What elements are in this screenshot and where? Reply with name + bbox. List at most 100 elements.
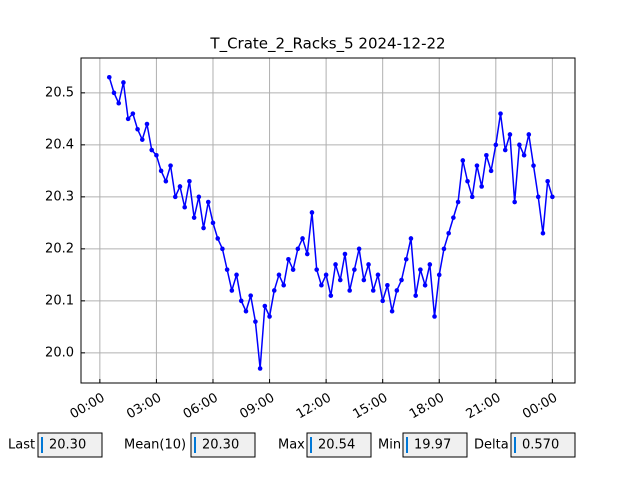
data-point (276, 272, 282, 278)
x-tick-label: 00:00 (520, 391, 560, 423)
stat-value: 20.54 (318, 438, 355, 453)
data-point (451, 215, 456, 220)
data-point (172, 194, 178, 200)
data-point (191, 215, 197, 220)
data-point (394, 288, 400, 293)
data-point (149, 147, 155, 153)
data-point (517, 142, 522, 148)
x-tick-label: 15:00 (350, 391, 390, 423)
data-point (168, 163, 173, 168)
data-point (323, 272, 329, 278)
x-tick-label: 09:00 (237, 391, 277, 423)
data-point (139, 137, 145, 142)
data-point (130, 111, 136, 116)
data-point (422, 282, 428, 288)
data-point (286, 256, 291, 262)
data-point (243, 308, 249, 314)
data-line (108, 77, 554, 369)
data-point (361, 277, 367, 283)
stat-value: 19.97 (414, 438, 451, 453)
data-point (399, 277, 404, 283)
data-point (304, 251, 310, 257)
data-point (540, 230, 546, 236)
data-point (356, 246, 362, 252)
stat-value: 20.30 (202, 438, 239, 453)
y-tick-label: 20.4 (45, 137, 74, 152)
data-point (154, 152, 159, 158)
stat-label: Last (8, 438, 35, 453)
data-point (271, 288, 277, 293)
data-point (342, 251, 348, 257)
data-point (436, 272, 442, 278)
data-point (347, 288, 352, 293)
data-point (267, 314, 272, 319)
data-point (502, 147, 508, 153)
data-point (352, 267, 357, 272)
data-point (507, 132, 513, 137)
data-point (229, 288, 235, 293)
stat-box (402, 432, 468, 458)
stat-label: Delta (474, 438, 509, 453)
stat-box (37, 432, 103, 458)
x-tick-label: 06:00 (181, 391, 221, 423)
data-point (403, 256, 409, 262)
data-point (210, 220, 216, 226)
data-point (309, 210, 315, 215)
data-point (333, 262, 338, 267)
data-point (455, 199, 461, 205)
data-point (375, 272, 381, 278)
data-point (408, 236, 414, 241)
data-point (163, 178, 169, 184)
data-point (281, 282, 286, 288)
data-point (111, 90, 117, 96)
data-point (531, 163, 536, 168)
data-point (493, 142, 499, 148)
data-point (300, 236, 305, 241)
stat-label: Max (278, 438, 305, 453)
data-point (187, 178, 192, 184)
data-point (205, 199, 211, 205)
data-point (545, 178, 550, 184)
data-point (474, 163, 480, 168)
data-point (479, 184, 484, 189)
stat-value: 0.570 (522, 438, 559, 453)
stat-label: Min (378, 438, 401, 453)
data-point (182, 204, 188, 210)
data-point (460, 158, 466, 163)
chart-title: T_Crate_2_Racks_5 2024-12-22 (209, 35, 445, 54)
data-point (262, 303, 268, 309)
x-tick-label: 00:00 (68, 391, 108, 423)
data-point (328, 293, 334, 298)
data-point (295, 246, 301, 252)
data-point (498, 111, 503, 116)
data-point (220, 246, 225, 252)
data-point (106, 74, 112, 80)
data-point (158, 168, 164, 174)
data-point (370, 288, 376, 293)
data-point (535, 194, 541, 200)
data-point (224, 267, 230, 272)
data-point (484, 152, 489, 158)
y-tick-label: 20.1 (45, 293, 74, 308)
data-point (253, 319, 258, 324)
data-point (248, 293, 253, 298)
y-tick-label: 20.3 (45, 189, 74, 204)
x-tick-label: 12:00 (294, 391, 334, 423)
data-point (512, 199, 517, 205)
stat-box (190, 432, 256, 458)
data-point (465, 178, 470, 184)
data-point (446, 230, 451, 236)
data-point (385, 282, 390, 288)
stat-label: Mean(10) (124, 438, 186, 453)
data-point (135, 126, 140, 132)
data-point (215, 236, 220, 241)
data-point (144, 121, 150, 127)
data-point (418, 267, 423, 272)
data-point (413, 293, 418, 298)
stat-value: 20.30 (49, 438, 86, 453)
y-tick-label: 20.5 (45, 85, 74, 100)
x-tick-label: 18:00 (407, 391, 447, 423)
data-point (521, 152, 527, 158)
data-point (290, 267, 296, 272)
